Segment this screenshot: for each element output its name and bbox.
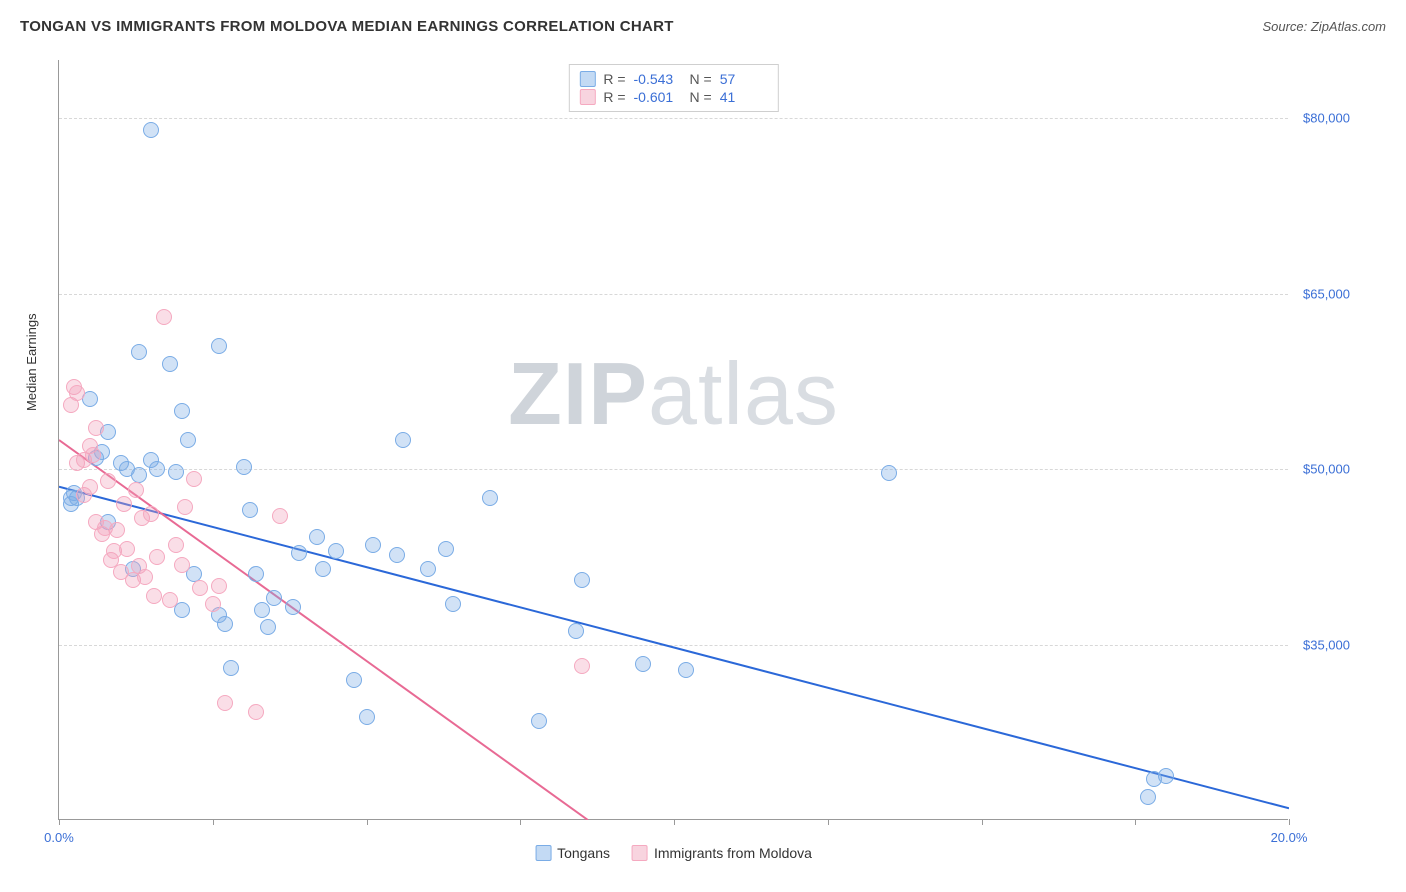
- data-point: [119, 541, 135, 557]
- legend-item-0: Tongans: [535, 845, 610, 861]
- data-point: [328, 543, 344, 559]
- data-point: [205, 596, 221, 612]
- data-point: [635, 656, 651, 672]
- data-point: [137, 569, 153, 585]
- data-point: [146, 588, 162, 604]
- data-point: [365, 537, 381, 553]
- data-point: [168, 537, 184, 553]
- data-point: [186, 471, 202, 487]
- source-credit: Source: ZipAtlas.com: [1262, 19, 1386, 34]
- data-point: [131, 467, 147, 483]
- data-point: [248, 566, 264, 582]
- data-point: [88, 420, 104, 436]
- data-point: [678, 662, 694, 678]
- data-point: [85, 447, 101, 463]
- y-axis-label: Median Earnings: [24, 313, 39, 411]
- data-point: [445, 596, 461, 612]
- legend-label-0: Tongans: [557, 845, 610, 861]
- data-point: [128, 482, 144, 498]
- data-point: [242, 502, 258, 518]
- data-point: [69, 385, 85, 401]
- xtick-label: 20.0%: [1271, 830, 1308, 845]
- data-point: [168, 464, 184, 480]
- data-point: [574, 658, 590, 674]
- data-point: [192, 580, 208, 596]
- swatch-series-1: [632, 845, 648, 861]
- data-point: [174, 557, 190, 573]
- data-point: [309, 529, 325, 545]
- data-point: [236, 459, 252, 475]
- data-point: [315, 561, 331, 577]
- data-point: [260, 619, 276, 635]
- data-point: [180, 432, 196, 448]
- chart-area: Median Earnings ZIPatlas R = -0.543 N = …: [48, 60, 1348, 840]
- data-point: [162, 592, 178, 608]
- data-point: [177, 499, 193, 515]
- data-point: [359, 709, 375, 725]
- xtick: [1289, 819, 1290, 825]
- data-point: [149, 461, 165, 477]
- data-point: [389, 547, 405, 563]
- data-point: [162, 356, 178, 372]
- trend-lines: [59, 60, 1289, 820]
- data-point: [266, 590, 282, 606]
- data-point: [109, 522, 125, 538]
- data-point: [438, 541, 454, 557]
- data-point: [217, 616, 233, 632]
- series-legend: Tongans Immigrants from Moldova: [535, 845, 812, 861]
- data-point: [149, 549, 165, 565]
- data-point: [1158, 768, 1174, 784]
- chart-title: TONGAN VS IMMIGRANTS FROM MOLDOVA MEDIAN…: [20, 18, 674, 35]
- data-point: [291, 545, 307, 561]
- data-point: [100, 473, 116, 489]
- data-point: [1140, 789, 1156, 805]
- data-point: [143, 506, 159, 522]
- legend-label-1: Immigrants from Moldova: [654, 845, 812, 861]
- swatch-series-0: [535, 845, 551, 861]
- ytick-label: $80,000: [1294, 111, 1350, 126]
- data-point: [211, 338, 227, 354]
- trend-line: [59, 487, 1289, 809]
- data-point: [346, 672, 362, 688]
- data-point: [217, 695, 233, 711]
- data-point: [254, 602, 270, 618]
- data-point: [116, 496, 132, 512]
- ytick-label: $65,000: [1294, 286, 1350, 301]
- data-point: [574, 572, 590, 588]
- data-point: [881, 465, 897, 481]
- data-point: [82, 479, 98, 495]
- data-point: [420, 561, 436, 577]
- data-point: [143, 122, 159, 138]
- data-point: [223, 660, 239, 676]
- ytick-label: $35,000: [1294, 637, 1350, 652]
- data-point: [174, 403, 190, 419]
- data-point: [285, 599, 301, 615]
- data-point: [568, 623, 584, 639]
- scatter-plot: ZIPatlas R = -0.543 N = 57 R = -0.601 N …: [58, 60, 1288, 820]
- xtick-label: 0.0%: [44, 830, 74, 845]
- data-point: [211, 578, 227, 594]
- ytick-label: $50,000: [1294, 462, 1350, 477]
- data-point: [156, 309, 172, 325]
- data-point: [482, 490, 498, 506]
- data-point: [531, 713, 547, 729]
- data-point: [395, 432, 411, 448]
- legend-item-1: Immigrants from Moldova: [632, 845, 812, 861]
- data-point: [248, 704, 264, 720]
- data-point: [131, 344, 147, 360]
- data-point: [272, 508, 288, 524]
